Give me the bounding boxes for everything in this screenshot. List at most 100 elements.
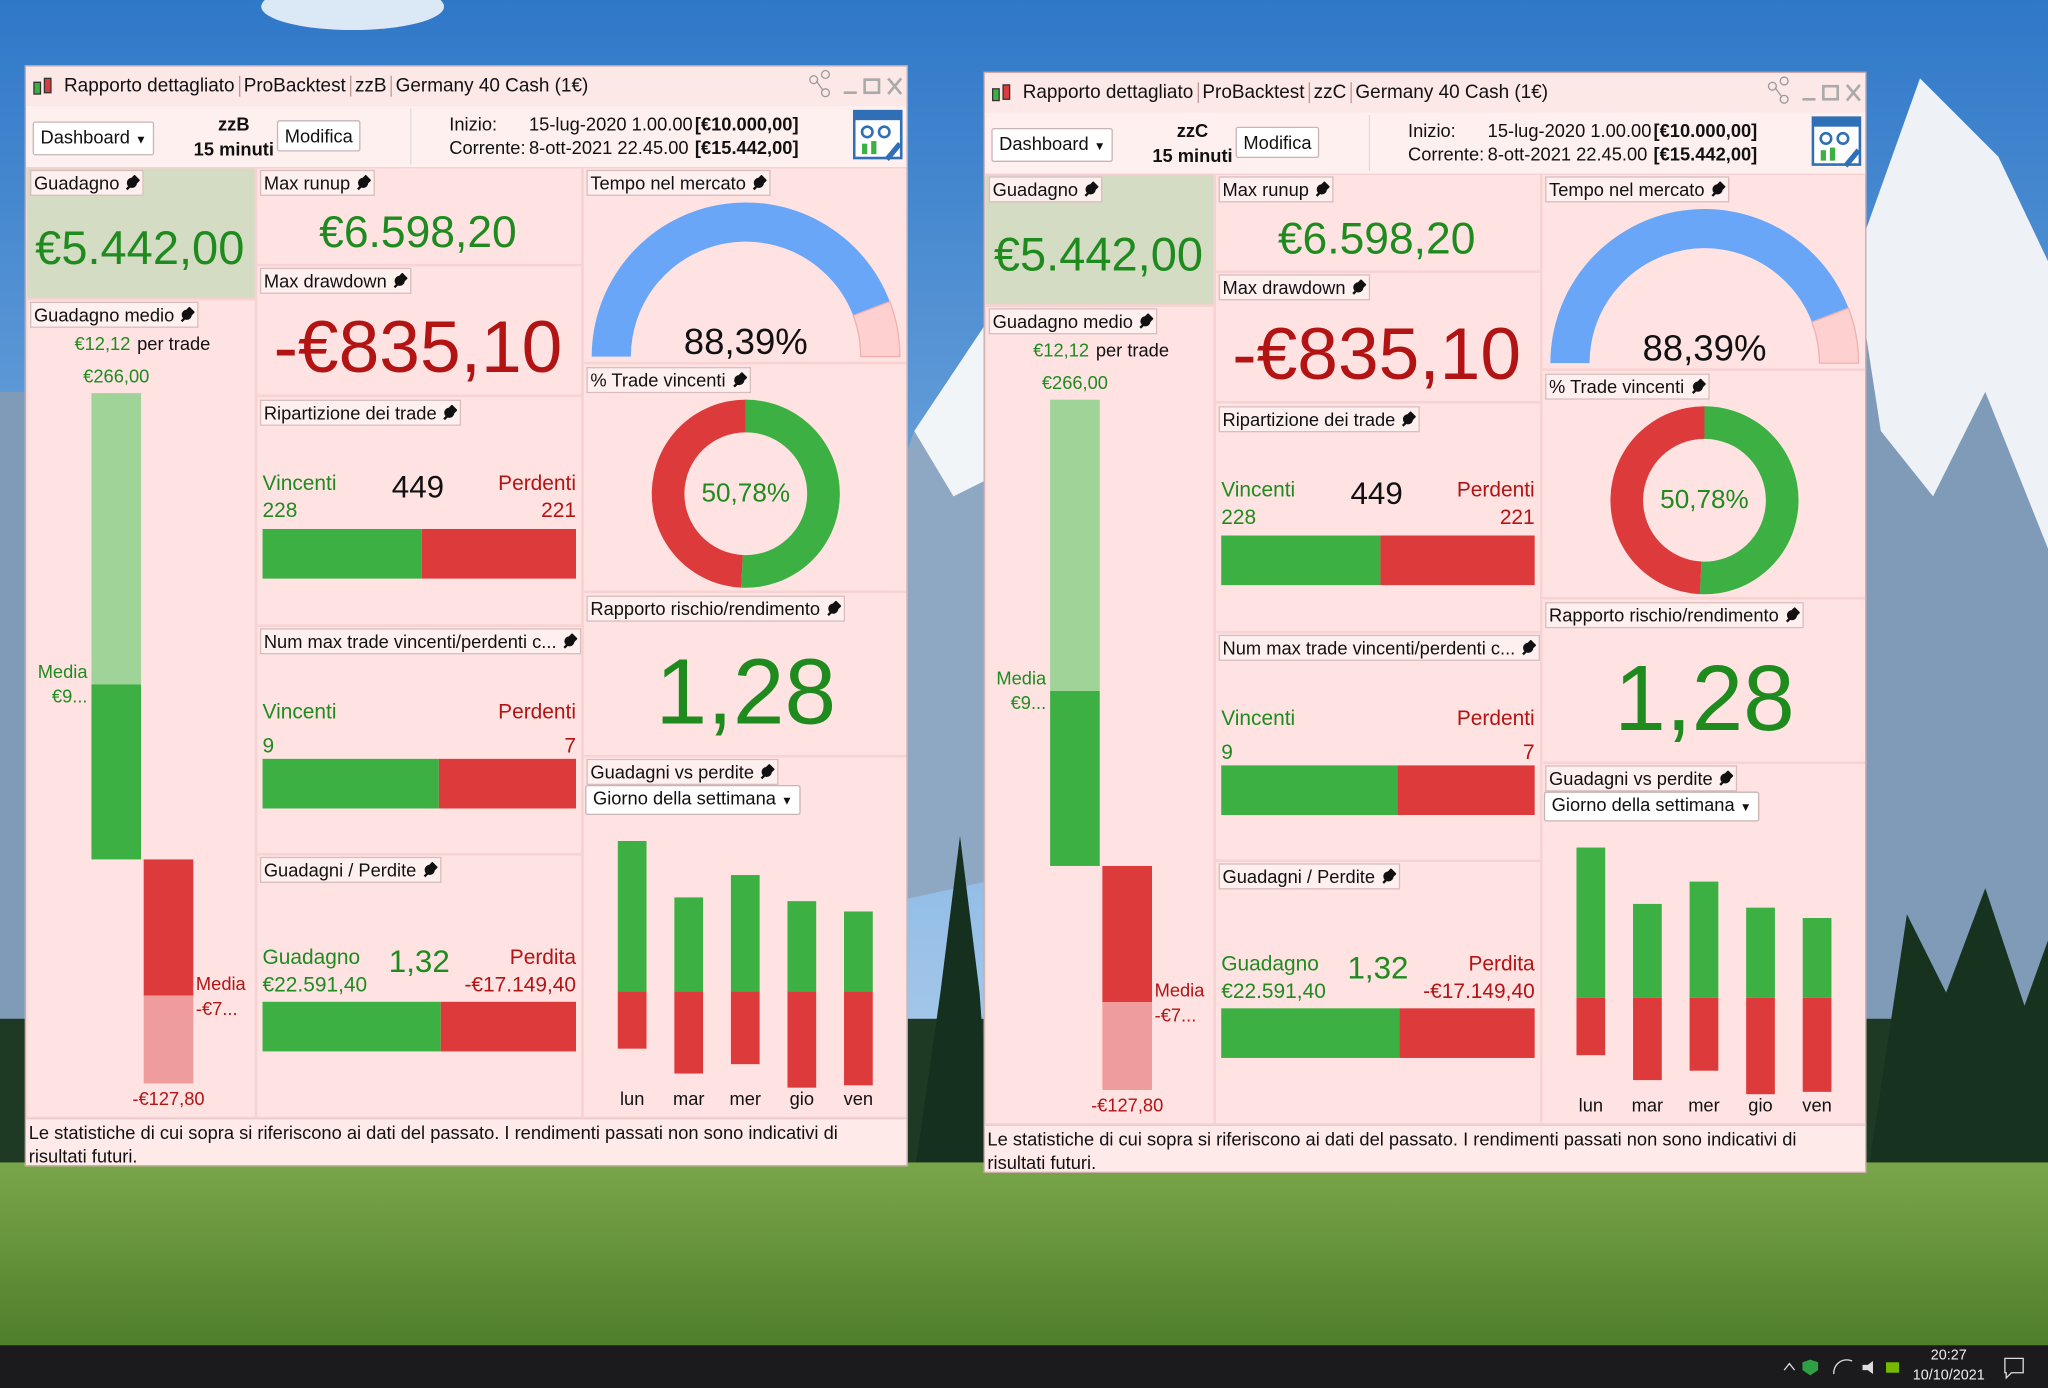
panel [1541, 598, 1866, 763]
per-trade-value: €12,12 [74, 333, 131, 355]
panel-title: Rapporto rischio/rendimento [1545, 602, 1804, 629]
wrench-icon[interactable] [1710, 181, 1726, 198]
total-count: 449 [1350, 476, 1403, 513]
wrench-icon[interactable] [179, 306, 196, 323]
panel [255, 854, 583, 1119]
start-label: Inizio: [1407, 120, 1456, 142]
title-tab: zzB [349, 75, 391, 97]
per-trade-value: €12,12 [1033, 339, 1090, 361]
title-bar: Rapporto dettagliato ProBacktest zzC German… [984, 73, 1866, 114]
panel [1214, 632, 1542, 861]
panel-title: % Trade vincenti [586, 367, 751, 394]
gain-value: €5.442,00 [35, 220, 245, 274]
timeframe: 15 minuti [1152, 145, 1233, 167]
clock-date: 10/10/2021 [1912, 1367, 1985, 1384]
wrench-icon[interactable] [759, 763, 776, 780]
wrench-icon[interactable] [392, 272, 409, 289]
weekday-loss-bar [1746, 997, 1775, 1095]
win-label: Vincenti [262, 472, 337, 496]
footer-area [26, 1118, 907, 1166]
drawdown-value: -€835,10 [273, 305, 563, 389]
panel [582, 363, 907, 592]
panel-title: Guadagni vs perdite [586, 758, 779, 785]
app-icon [991, 84, 1011, 102]
win-count: 228 [262, 500, 298, 523]
weekday-gain-bar [1576, 847, 1606, 998]
loss-amount: -€17.149,40 [464, 974, 576, 997]
weekday-selector[interactable]: Giorno della settimana ▼ [1543, 791, 1760, 822]
report-icon[interactable] [852, 109, 905, 162]
start-label: Inizio: [449, 114, 498, 135]
panel [255, 167, 583, 266]
win-rate-arc [1699, 406, 1799, 595]
panel-title-text: Guadagno [33, 172, 120, 194]
dashboard-label: Dashboard [40, 126, 130, 148]
wrench-icon[interactable] [1351, 279, 1367, 296]
weekday-gain-bar [787, 901, 817, 992]
wrench-icon[interactable] [1380, 868, 1397, 885]
footer-area [984, 1124, 1866, 1172]
wrench-icon[interactable] [825, 600, 842, 617]
weekday-gain-bar [617, 841, 647, 992]
loss-bar [1397, 765, 1535, 816]
clock-time: 20:27 [1930, 1347, 1967, 1364]
wrench-icon[interactable] [562, 633, 578, 649]
panel-title-text: Num max trade vincenti/perdenti c... [263, 630, 557, 652]
tray-icons[interactable] [1776, 1354, 1959, 1380]
wrench-icon[interactable] [751, 174, 768, 191]
wrench-icon[interactable] [1083, 181, 1100, 198]
window-controls[interactable] [802, 67, 906, 106]
avg-loss-value: -€7... [1154, 1003, 1197, 1025]
wrench-icon[interactable] [355, 174, 372, 191]
panel-title-text: Guadagno medio [992, 310, 1133, 332]
dashboard-dropdown[interactable]: Dashboard ▼ [991, 127, 1114, 162]
panel-title-text: % Trade vincenti [1549, 376, 1685, 398]
wrench-icon[interactable] [731, 371, 747, 388]
dashboard-dropdown[interactable]: Dashboard ▼ [32, 121, 155, 156]
panel-title-text: Max drawdown [263, 270, 387, 292]
gain-loss-ratio: 1,32 [1347, 950, 1409, 987]
avg-loss-range [1102, 1002, 1152, 1090]
wrench-icon[interactable] [442, 404, 458, 421]
wrench-icon[interactable] [422, 861, 438, 878]
wrench-icon[interactable] [1401, 411, 1417, 427]
win-rate-value: 50,78% [701, 478, 791, 508]
gain-value: €5.442,00 [993, 226, 1204, 281]
time-in-market-value: 88,39% [1642, 327, 1767, 368]
wrench-icon[interactable] [1520, 639, 1537, 656]
gain-amount: €22.591,40 [1221, 980, 1326, 1004]
report-icon[interactable] [1811, 116, 1864, 168]
window-controls[interactable] [1761, 73, 1865, 112]
wrench-icon[interactable] [1138, 313, 1155, 329]
loss-amount: -€17.149,40 [1423, 980, 1535, 1004]
timeframe: 15 minuti [193, 138, 274, 160]
weekday-label: gio [1748, 1094, 1773, 1116]
wrench-icon[interactable] [1784, 606, 1801, 623]
report-window: Rapporto dettagliato ProBacktest zzB German… [24, 65, 908, 1167]
wrench-icon[interactable] [1718, 770, 1734, 787]
wrench-icon[interactable] [1689, 378, 1706, 395]
start-date: 15-lug-2020 1.00.00 [528, 114, 693, 135]
avg-gain-range [1050, 399, 1100, 692]
panel [26, 299, 256, 1119]
weekday-selector[interactable]: Giorno della settimana ▼ [585, 784, 801, 816]
panel-title-text: Rapporto rischio/rendimento [1549, 604, 1779, 626]
panel-title: Guadagni / Perdite [1218, 863, 1400, 890]
wrench-icon[interactable] [1314, 181, 1331, 198]
edit-button[interactable]: Modifica [1235, 126, 1320, 159]
strategy-name: zzC [1176, 120, 1209, 142]
loss-count: 221 [1499, 506, 1535, 530]
weekday-loss-bar [617, 991, 647, 1049]
notification-icon[interactable] [2001, 1354, 2027, 1380]
wrench-icon[interactable] [125, 174, 141, 191]
panel-title: Guadagno [30, 169, 145, 196]
gain-label: Guadagno [262, 947, 361, 970]
panel-title: Guadagno medio [988, 308, 1158, 335]
panel [984, 305, 1215, 1125]
dashboard-label: Dashboard [999, 133, 1089, 155]
edit-button[interactable]: Modifica [276, 120, 361, 152]
time-out-market-arc [852, 300, 901, 358]
loss-count: 7 [564, 735, 576, 758]
win-bar [262, 758, 439, 809]
panel-title: Max runup [259, 169, 376, 196]
